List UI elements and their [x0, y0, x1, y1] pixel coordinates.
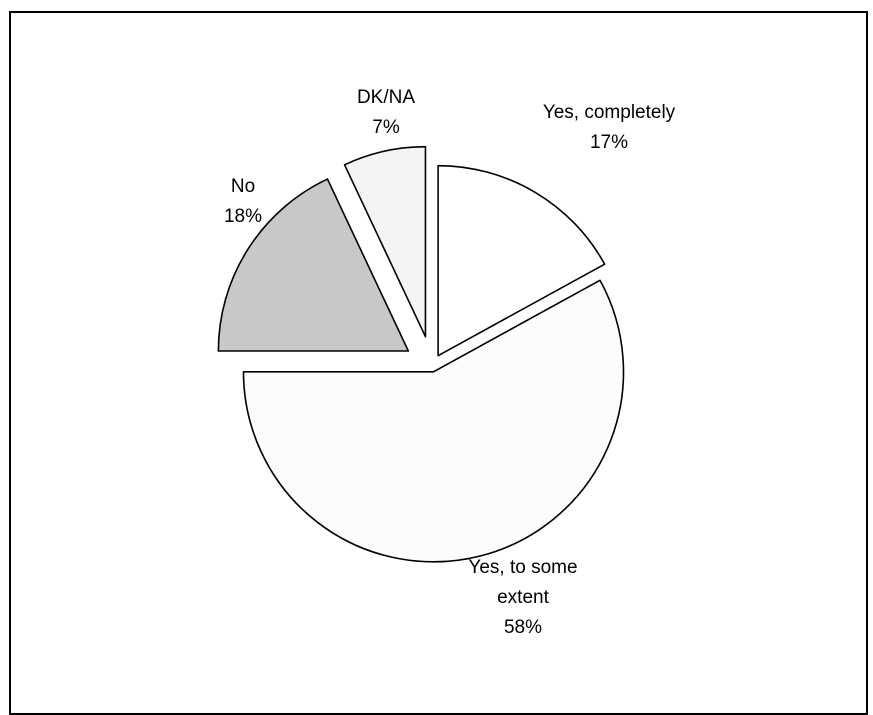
slice-label-yes-to-some-extent: Yes, to some extent 58% [468, 557, 577, 638]
slice-value-label: 18% [224, 206, 262, 227]
chart-frame [9, 11, 868, 715]
slice-label-no: No 18% [224, 176, 262, 227]
slice-name-label: extent [497, 587, 549, 608]
pie-slices [217, 145, 625, 563]
slice-label-yes-completely: Yes, completely 17% [543, 102, 676, 153]
slice-value-label: 7% [372, 117, 400, 138]
pie-slice-yes-to-some-extent [242, 279, 625, 563]
slice-name-label: Yes, to some [468, 557, 577, 578]
pie-slice-dk-na [343, 145, 427, 338]
pie-slice-yes-completely [437, 164, 606, 357]
slice-value-label: 17% [590, 132, 628, 153]
pie-slice-no [217, 178, 410, 352]
slice-label-dk-na: DK/NA 7% [357, 87, 415, 138]
slice-name-label: DK/NA [357, 87, 415, 108]
slice-name-label: Yes, completely [543, 102, 676, 123]
slice-value-label: 58% [504, 617, 542, 638]
slice-name-label: No [231, 176, 255, 197]
pie-labels: Yes, completely 17% Yes, to some extent 58% N… [224, 87, 676, 638]
